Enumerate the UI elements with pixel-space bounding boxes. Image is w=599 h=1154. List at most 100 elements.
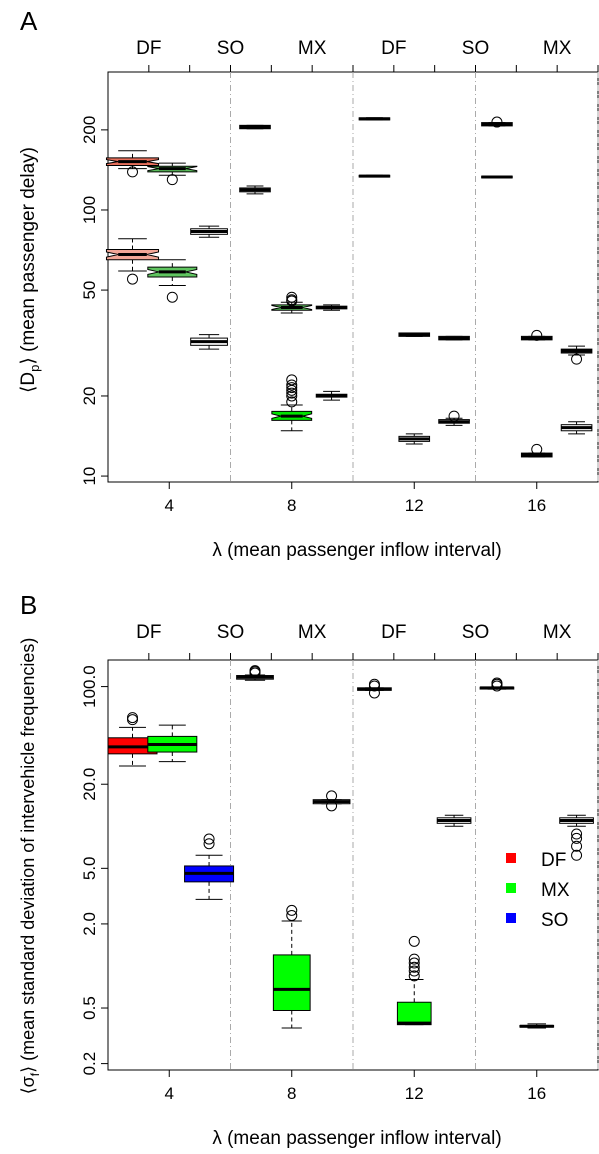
panel-b-x-tick-label: 16 [527, 1084, 546, 1103]
box-plot [105, 150, 160, 178]
box-plot [239, 185, 271, 195]
box-plot [358, 174, 391, 178]
box-outlier [408, 953, 420, 965]
box-plot [560, 345, 593, 365]
panel-b-marks: 0.2 0.5 2.0 5.0 20.0 100.0 4 8 12 16 [80, 653, 599, 1103]
box-plot [105, 238, 160, 285]
box-plot [357, 678, 392, 699]
panel-a-x-tick-label: 4 [165, 496, 174, 515]
legend-label-df: DF [541, 850, 566, 871]
box-plot [519, 1023, 555, 1029]
box-outlier [408, 961, 420, 973]
box-outlier [249, 665, 261, 677]
box-plot [436, 814, 472, 827]
box-outlier [408, 935, 420, 947]
panel-a-y-tick-label: 100 [80, 196, 99, 224]
panel-b-x-tick-label: 8 [287, 1084, 296, 1103]
box-outlier [408, 965, 420, 977]
box-outlier [408, 970, 420, 982]
box-plot [520, 329, 553, 341]
legend: DF MX SO [506, 850, 570, 931]
panel-b-group-label: SO [462, 622, 489, 643]
panel-a-group-label: MX [298, 38, 327, 59]
box-plot [398, 332, 431, 337]
panel-b-y-tick-label: 5.0 [80, 857, 99, 881]
legend-label-so: SO [541, 910, 568, 931]
panel-a-y-tick-label: 20 [80, 387, 99, 406]
box-plot [315, 304, 348, 311]
panel-a-y-axis-title: ⟨Dp⟩ (mean passenger delay) [18, 147, 42, 393]
box-outlier [286, 291, 298, 303]
panel-b-group-label: MX [543, 622, 572, 643]
box-plot [438, 410, 470, 426]
box-plot [147, 259, 198, 303]
panel-a-y-title-part: ⟩ (mean passenger delay) [18, 147, 39, 365]
panel-b: B DF SO MX DF SO MX 0.2 0.5 2.0 5.0 20.0 100.… [18, 590, 599, 1149]
box-plot [239, 124, 271, 130]
box-outlier [326, 790, 338, 802]
box-outlier [286, 390, 298, 402]
box-outlier [491, 677, 503, 689]
box-outlier [531, 329, 543, 341]
box-plot [560, 421, 593, 435]
box-outlier [286, 379, 298, 391]
panel-b-y-tick-label: 0.5 [80, 996, 99, 1020]
panel-a-x-tick-label: 12 [405, 496, 424, 515]
panel-b-group-label: MX [298, 622, 327, 643]
panel-b-y-tick-label: 2.0 [80, 912, 99, 936]
panel-b-x-axis-title: λ (mean passenger inflow interval) [212, 1128, 501, 1149]
box-outlier [571, 832, 583, 844]
panel-a-y-tick-label: 10 [80, 467, 99, 486]
panel-a-marks: 10 20 50 100 200 4 8 12 16 [80, 65, 599, 515]
box-outlier [127, 273, 138, 285]
box-plot [271, 374, 313, 432]
legend-label-mx: MX [541, 880, 570, 901]
box-outlier [286, 374, 298, 386]
box-outlier [408, 957, 420, 969]
box-outlier [571, 353, 583, 365]
box-plot [358, 117, 391, 121]
box-body [272, 954, 311, 1011]
box-outlier [286, 904, 298, 916]
panel-b-group-label: SO [217, 622, 244, 643]
panel-b-x-tick-label: 4 [165, 1084, 174, 1103]
box-outlier [286, 387, 298, 399]
box-outlier [127, 166, 138, 178]
panel-a-y-title-subscript: p [27, 365, 42, 372]
box-outlier [571, 849, 583, 861]
box-plot [559, 814, 594, 861]
box-plot [147, 162, 198, 186]
box-outlier [286, 909, 298, 921]
panel-b-y-title-part: ⟨σ [18, 1076, 38, 1094]
panel-b-letter: B [20, 590, 37, 620]
panel-a-group-label: SO [217, 38, 244, 59]
panel-a-x-axis-title: λ (mean passenger inflow interval) [212, 540, 501, 561]
box-outlier [286, 295, 298, 307]
box-outlier [448, 410, 460, 422]
panel-a-y-title-part: ⟨D [18, 372, 39, 393]
box-plot [481, 116, 513, 128]
panel-b-y-tick-label: 100.0 [80, 665, 99, 708]
panel-a-y-tick-label: 200 [80, 116, 99, 144]
panel-a-group-label: SO [462, 38, 489, 59]
panel-a-group-label: DF [381, 38, 406, 59]
box-plot [147, 724, 198, 763]
panel-b-group-label: DF [381, 622, 406, 643]
box-outlier [286, 396, 298, 408]
panel-b-group-label: DF [136, 622, 161, 643]
box-outlier [491, 116, 503, 128]
panel-b-x-tick-label: 12 [405, 1084, 424, 1103]
box-outlier [286, 384, 298, 396]
panel-b-y-tick-label: 20.0 [80, 768, 99, 801]
box-outlier [203, 838, 215, 850]
panel-a-x-tick-label: 8 [287, 496, 296, 515]
box-outlier [127, 714, 138, 726]
box-plot [236, 665, 274, 681]
panel-a-group-label: DF [136, 38, 161, 59]
box-plot [190, 225, 228, 238]
panel-b-y-title-part: ⟩ (mean standard deviation of intervehic… [18, 638, 38, 1073]
box-plot [438, 335, 470, 341]
box-plot [481, 175, 513, 179]
box-plot [398, 433, 431, 445]
box-outlier [166, 174, 178, 186]
